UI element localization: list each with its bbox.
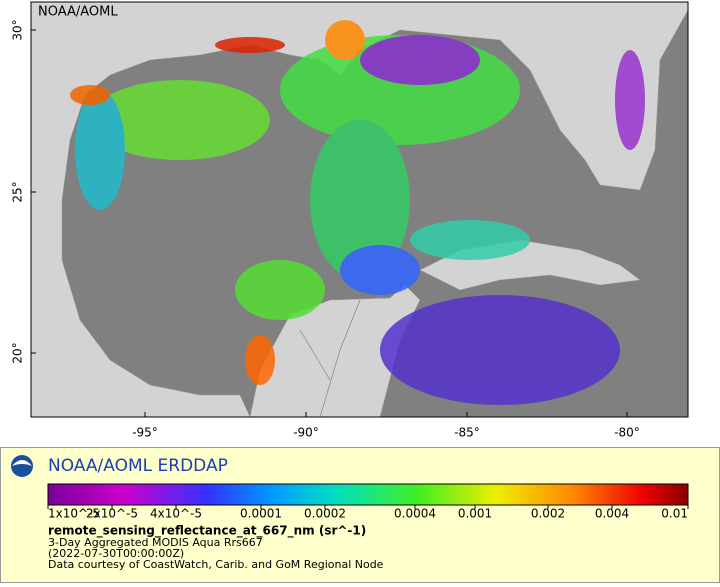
colorbar-tick-label: 1x10^-5 — [48, 507, 100, 521]
variable-name: remote_sensing_reflectance_at_667_nm (sr… — [48, 524, 366, 539]
lon-tick-label: -80° — [614, 426, 640, 440]
colorbar-tick-label: 0.0004 — [394, 507, 436, 521]
colorbar — [47, 483, 689, 506]
colorbar-tick-label: 4x10^-5 — [150, 507, 202, 521]
lon-axis: -95° -90° -85° -80° — [132, 412, 640, 440]
lat-tick-label: 20° — [11, 342, 25, 363]
colorbar-tick-label: 0.002 — [531, 507, 565, 521]
legend-line: 3-Day Aggregated MODIS Aqua Rrs667 — [48, 536, 263, 549]
lat-axis: 20° 25° 30° — [11, 19, 36, 364]
lon-tick-label: -95° — [132, 426, 158, 440]
legend-line: (2022-07-30T00:00:00Z) — [48, 547, 184, 560]
legend-panel — [0, 447, 720, 583]
lat-tick-label: 30° — [11, 19, 25, 40]
source-label: NOAA/AOML — [38, 5, 118, 20]
legend-lines: 3-Day Aggregated MODIS Aqua Rrs667(2022-… — [48, 536, 384, 571]
legend-line: Data courtesy of CoastWatch, Carib. and … — [48, 558, 384, 571]
colorbar-tick-label: 0.01 — [661, 507, 688, 521]
legend-title: NOAA/AOML ERDDAP — [48, 456, 228, 476]
lat-tick-label: 25° — [11, 181, 25, 202]
noaa-logo — [11, 455, 33, 477]
map-frame — [30, 1, 689, 418]
colorbar-tick-label: 0.001 — [458, 507, 492, 521]
lon-tick-label: -90° — [293, 426, 319, 440]
border — [299, 299, 361, 417]
reflectance-field — [70, 20, 645, 405]
lon-tick-label: -85° — [454, 426, 480, 440]
colorbar-tick-label: 0.0002 — [304, 507, 346, 521]
colorbar-tick-label: 2x10^-5 — [86, 507, 138, 521]
colorbar-tick-label: 0.0001 — [240, 507, 282, 521]
colorbar-tick-label: 0.004 — [595, 507, 629, 521]
map — [31, 2, 688, 417]
